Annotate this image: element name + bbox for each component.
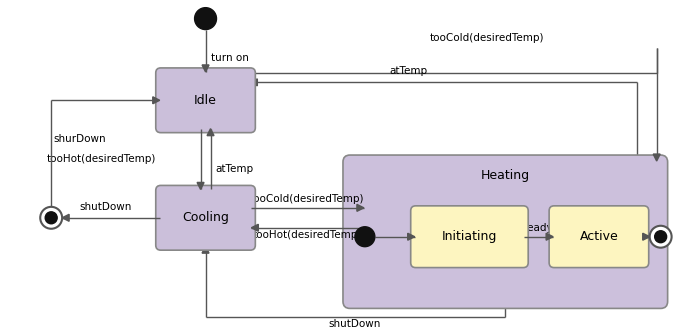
Polygon shape — [62, 214, 69, 221]
FancyBboxPatch shape — [343, 155, 668, 308]
Text: ready: ready — [523, 223, 553, 233]
Text: atTemp: atTemp — [215, 164, 254, 174]
Text: shurDown: shurDown — [53, 134, 106, 144]
Text: atTemp: atTemp — [389, 67, 428, 76]
Polygon shape — [546, 233, 553, 240]
Polygon shape — [653, 154, 660, 161]
Text: tooCold(desiredTemp): tooCold(desiredTemp) — [250, 194, 364, 204]
Text: shutDown: shutDown — [329, 320, 381, 329]
FancyBboxPatch shape — [156, 185, 255, 250]
Polygon shape — [643, 233, 650, 240]
Text: Initiating: Initiating — [441, 230, 497, 243]
Polygon shape — [251, 224, 259, 231]
Text: Cooling: Cooling — [182, 211, 229, 224]
Text: tooHot(desiredTemp): tooHot(desiredTemp) — [47, 154, 156, 164]
FancyBboxPatch shape — [156, 68, 255, 133]
Circle shape — [40, 207, 62, 229]
Polygon shape — [408, 233, 414, 240]
Polygon shape — [197, 182, 204, 190]
Text: turn on: turn on — [211, 53, 248, 64]
Circle shape — [45, 212, 57, 224]
Polygon shape — [207, 129, 214, 136]
Polygon shape — [357, 204, 364, 211]
Text: Heating: Heating — [481, 169, 530, 182]
Polygon shape — [250, 79, 257, 86]
Text: shutDown: shutDown — [80, 202, 132, 212]
Text: tooHot(desiredTemp): tooHot(desiredTemp) — [252, 230, 362, 240]
Polygon shape — [153, 97, 160, 104]
Polygon shape — [202, 246, 209, 253]
Text: tooCold(desiredTemp): tooCold(desiredTemp) — [429, 33, 544, 43]
Polygon shape — [202, 65, 209, 72]
FancyBboxPatch shape — [549, 206, 649, 267]
Circle shape — [655, 231, 667, 243]
FancyBboxPatch shape — [410, 206, 529, 267]
Circle shape — [650, 226, 672, 248]
Text: Active: Active — [580, 230, 618, 243]
Circle shape — [194, 8, 217, 30]
Circle shape — [355, 227, 375, 247]
Text: Idle: Idle — [194, 94, 217, 107]
